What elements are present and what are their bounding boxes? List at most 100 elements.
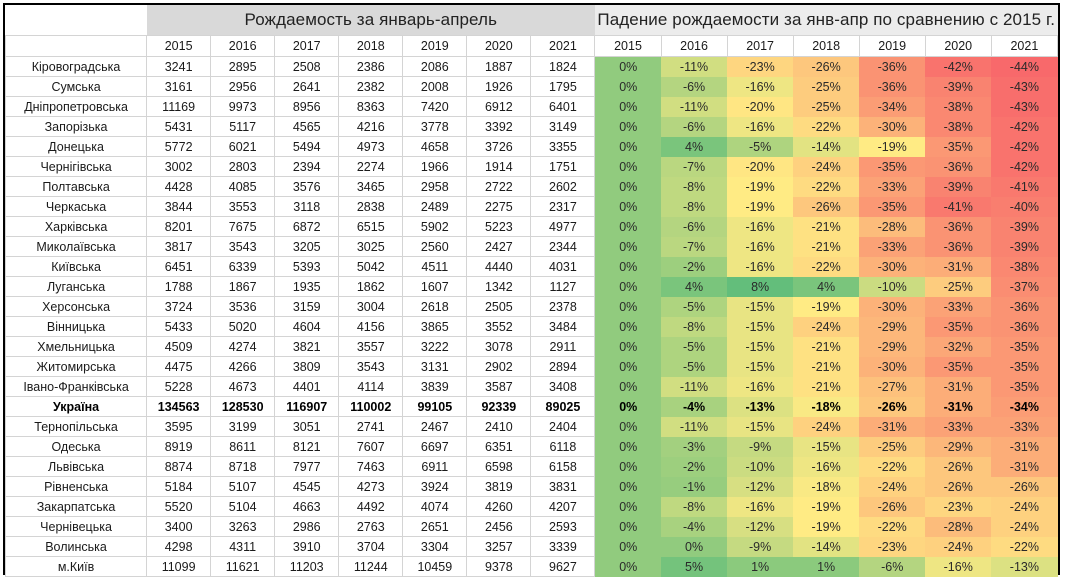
births-cell[interactable]: 4475 (146, 356, 212, 377)
births-cell[interactable]: 3587 (466, 376, 532, 397)
decline-cell[interactable]: -35% (925, 356, 992, 377)
decline-cell[interactable]: -36% (859, 56, 926, 77)
decline-cell[interactable]: -6% (661, 216, 728, 237)
decline-cell[interactable]: -39% (925, 76, 992, 97)
births-cell[interactable]: 3576 (274, 176, 340, 197)
decline-cell[interactable]: 0% (594, 536, 662, 557)
decline-cell[interactable]: -42% (991, 136, 1058, 157)
births-cell[interactable]: 128530 (210, 396, 276, 417)
births-cell[interactable]: 2602 (530, 176, 596, 197)
decline-cell[interactable]: 4% (793, 276, 860, 297)
decline-cell[interactable]: -30% (859, 296, 926, 317)
decline-cell[interactable]: -1% (661, 476, 728, 497)
decline-cell[interactable]: -4% (661, 516, 728, 537)
region-name-cell[interactable]: Чернівецька (4, 516, 148, 537)
decline-cell[interactable]: 0% (594, 556, 662, 577)
births-cell[interactable]: 3465 (338, 176, 404, 197)
births-cell[interactable]: 5020 (210, 316, 276, 337)
decline-cell[interactable]: -33% (859, 176, 926, 197)
decline-cell[interactable]: -31% (859, 416, 926, 437)
births-cell[interactable]: 4658 (402, 136, 468, 157)
births-cell[interactable]: 3408 (530, 376, 596, 397)
births-cell[interactable]: 7607 (338, 436, 404, 457)
births-cell[interactable]: 2651 (402, 516, 468, 537)
births-cell[interactable]: 2467 (402, 416, 468, 437)
region-name-cell[interactable]: Закарпатська (4, 496, 148, 517)
decline-cell[interactable]: 0% (594, 416, 662, 437)
region-name-cell[interactable]: Рівненська (4, 476, 148, 497)
births-cell[interactable]: 3726 (466, 136, 532, 157)
decline-cell[interactable]: -43% (991, 76, 1058, 97)
year-header-decline-2021[interactable]: 2021 (990, 35, 1059, 57)
births-cell[interactable]: 3159 (274, 296, 340, 317)
decline-cell[interactable]: -4% (661, 396, 728, 417)
births-cell[interactable]: 6401 (530, 96, 596, 117)
decline-cell[interactable]: -15% (793, 436, 860, 457)
decline-cell[interactable]: -16% (727, 236, 794, 257)
decline-cell[interactable]: -35% (991, 356, 1058, 377)
decline-cell[interactable]: -22% (859, 516, 926, 537)
decline-cell[interactable]: 4% (661, 276, 728, 297)
births-cell[interactable]: 2382 (338, 76, 404, 97)
births-cell[interactable]: 4604 (274, 316, 340, 337)
births-cell[interactable]: 11099 (146, 556, 212, 577)
births-cell[interactable]: 5104 (210, 496, 276, 517)
births-cell[interactable]: 1926 (466, 76, 532, 97)
region-name-cell[interactable]: Одеська (4, 436, 148, 457)
decline-cell[interactable]: -14% (793, 136, 860, 157)
births-cell[interactable]: 3355 (530, 136, 596, 157)
births-cell[interactable]: 3392 (466, 116, 532, 137)
decline-cell[interactable]: -8% (661, 196, 728, 217)
decline-cell[interactable]: 0% (594, 436, 662, 457)
births-cell[interactable]: 1862 (338, 276, 404, 297)
births-cell[interactable]: 3241 (146, 56, 212, 77)
births-cell[interactable]: 2274 (338, 156, 404, 177)
decline-cell[interactable]: 0% (594, 136, 662, 157)
decline-cell[interactable]: -15% (727, 356, 794, 377)
decline-cell[interactable]: -34% (859, 96, 926, 117)
decline-cell[interactable]: -35% (859, 196, 926, 217)
decline-cell[interactable]: -21% (793, 356, 860, 377)
births-cell[interactable]: 1914 (466, 156, 532, 177)
births-cell[interactable]: 4545 (274, 476, 340, 497)
births-cell[interactable]: 4977 (530, 216, 596, 237)
births-cell[interactable]: 9627 (530, 556, 596, 577)
decline-cell[interactable]: -16% (727, 256, 794, 277)
decline-cell[interactable]: -16% (727, 116, 794, 137)
births-cell[interactable]: 92339 (466, 396, 532, 417)
births-cell[interactable]: 10459 (402, 556, 468, 577)
decline-title[interactable]: Падение рождаемости за янв-апр по сравне… (594, 5, 1058, 36)
decline-cell[interactable]: 0% (594, 456, 662, 477)
decline-cell[interactable]: -33% (991, 416, 1058, 437)
decline-cell[interactable]: 5% (661, 556, 728, 577)
births-cell[interactable]: 99105 (402, 396, 468, 417)
year-header-births-2020[interactable]: 2020 (466, 35, 532, 57)
decline-cell[interactable]: 0% (594, 376, 662, 397)
decline-cell[interactable]: -34% (991, 396, 1058, 417)
decline-cell[interactable]: -24% (925, 536, 992, 557)
decline-cell[interactable]: -21% (793, 336, 860, 357)
decline-cell[interactable]: -15% (727, 416, 794, 437)
births-cell[interactable]: 116907 (274, 396, 340, 417)
births-cell[interactable]: 1966 (402, 156, 468, 177)
year-header-decline-2017[interactable]: 2017 (726, 35, 794, 57)
decline-cell[interactable]: -16% (793, 456, 860, 477)
births-cell[interactable]: 4492 (338, 496, 404, 517)
decline-cell[interactable]: -16% (727, 376, 794, 397)
decline-cell[interactable]: -42% (991, 116, 1058, 137)
births-cell[interactable]: 4298 (146, 536, 212, 557)
year-header-births-2017[interactable]: 2017 (274, 35, 340, 57)
births-cell[interactable]: 4266 (210, 356, 276, 377)
births-cell[interactable]: 2317 (530, 196, 596, 217)
decline-cell[interactable]: -36% (925, 156, 992, 177)
decline-cell[interactable]: -25% (859, 436, 926, 457)
year-header-decline-2019[interactable]: 2019 (858, 35, 926, 57)
region-name-cell[interactable]: Тернопільська (4, 416, 148, 437)
births-cell[interactable]: 5228 (146, 376, 212, 397)
births-cell[interactable]: 2378 (530, 296, 596, 317)
births-cell[interactable]: 3304 (402, 536, 468, 557)
births-cell[interactable]: 2593 (530, 516, 596, 537)
decline-cell[interactable]: -23% (925, 496, 992, 517)
decline-cell[interactable]: 0% (594, 496, 662, 517)
decline-cell[interactable]: -37% (991, 276, 1058, 297)
